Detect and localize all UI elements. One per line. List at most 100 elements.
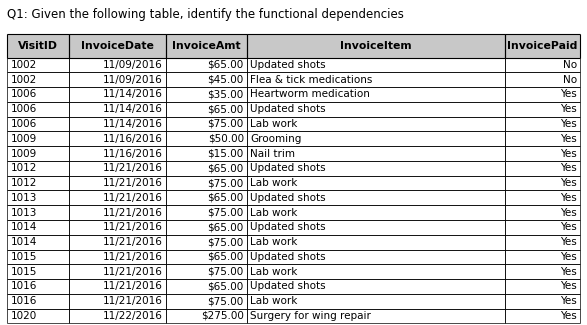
Text: 1009: 1009 <box>11 134 37 144</box>
Text: Yes: Yes <box>560 252 577 262</box>
Bar <box>166 58 247 72</box>
Bar <box>505 102 580 117</box>
Text: 11/14/2016: 11/14/2016 <box>103 119 163 129</box>
Bar <box>505 131 580 146</box>
Bar <box>505 34 580 58</box>
Text: Updated shots: Updated shots <box>250 60 326 70</box>
Text: Updated shots: Updated shots <box>250 252 326 262</box>
Text: Lab work: Lab work <box>250 267 298 277</box>
Text: Yes: Yes <box>560 119 577 129</box>
Text: InvoiceDate: InvoiceDate <box>81 41 154 51</box>
Bar <box>7 146 69 161</box>
Text: $45.00: $45.00 <box>208 75 244 85</box>
Bar <box>69 205 166 220</box>
Bar <box>7 117 69 131</box>
Bar <box>69 34 166 58</box>
Bar <box>166 294 247 309</box>
Text: 11/21/2016: 11/21/2016 <box>103 222 163 232</box>
Text: Yes: Yes <box>560 193 577 203</box>
Bar <box>7 131 69 146</box>
Bar <box>7 309 69 323</box>
Bar <box>166 264 247 279</box>
Bar <box>166 220 247 235</box>
Text: 11/22/2016: 11/22/2016 <box>103 311 163 321</box>
Bar <box>7 161 69 176</box>
Text: Yes: Yes <box>560 311 577 321</box>
Text: Lab work: Lab work <box>250 178 298 188</box>
Text: 11/21/2016: 11/21/2016 <box>103 252 163 262</box>
Text: 1015: 1015 <box>11 267 37 277</box>
Bar <box>247 264 505 279</box>
Bar <box>7 250 69 264</box>
Bar <box>166 205 247 220</box>
Text: $75.00: $75.00 <box>208 208 244 218</box>
Text: 1020: 1020 <box>11 311 37 321</box>
Bar <box>69 131 166 146</box>
Bar <box>7 72 69 87</box>
Text: Yes: Yes <box>560 222 577 232</box>
Bar <box>505 235 580 250</box>
Bar <box>69 309 166 323</box>
Text: $65.00: $65.00 <box>208 60 244 70</box>
Bar <box>247 72 505 87</box>
Bar <box>247 146 505 161</box>
Text: 11/21/2016: 11/21/2016 <box>103 267 163 277</box>
Bar <box>247 131 505 146</box>
Bar <box>166 117 247 131</box>
Bar <box>7 87 69 102</box>
Text: Yes: Yes <box>560 149 577 159</box>
Bar <box>505 161 580 176</box>
Text: 1013: 1013 <box>11 208 37 218</box>
Bar <box>247 117 505 131</box>
Text: Yes: Yes <box>560 163 577 173</box>
Text: $35.00: $35.00 <box>208 89 244 99</box>
Bar <box>505 205 580 220</box>
Bar <box>7 58 69 72</box>
Bar <box>7 190 69 205</box>
Bar <box>247 294 505 309</box>
Text: Yes: Yes <box>560 267 577 277</box>
Text: 11/21/2016: 11/21/2016 <box>103 281 163 292</box>
Bar <box>69 235 166 250</box>
Text: Flea & tick medications: Flea & tick medications <box>250 75 373 85</box>
Text: 1002: 1002 <box>11 60 37 70</box>
Bar <box>166 34 247 58</box>
Text: Updated shots: Updated shots <box>250 281 326 292</box>
Text: 11/21/2016: 11/21/2016 <box>103 296 163 306</box>
Bar <box>166 250 247 264</box>
Text: Lab work: Lab work <box>250 119 298 129</box>
Text: $75.00: $75.00 <box>208 267 244 277</box>
Text: 1015: 1015 <box>11 252 37 262</box>
Text: Lab work: Lab work <box>250 296 298 306</box>
Bar <box>247 176 505 190</box>
Text: Yes: Yes <box>560 104 577 114</box>
Text: Updated shots: Updated shots <box>250 193 326 203</box>
Bar <box>7 102 69 117</box>
Bar <box>505 279 580 294</box>
Bar <box>505 72 580 87</box>
Text: 1014: 1014 <box>11 222 37 232</box>
Bar <box>166 72 247 87</box>
Bar <box>166 87 247 102</box>
Text: 1006: 1006 <box>11 104 37 114</box>
Bar <box>505 309 580 323</box>
Text: $15.00: $15.00 <box>208 149 244 159</box>
Text: 11/21/2016: 11/21/2016 <box>103 237 163 247</box>
Bar <box>166 102 247 117</box>
Text: Yes: Yes <box>560 178 577 188</box>
Bar <box>69 190 166 205</box>
Bar <box>166 279 247 294</box>
Text: 1006: 1006 <box>11 89 37 99</box>
Bar <box>69 250 166 264</box>
Text: Yes: Yes <box>560 134 577 144</box>
Text: No: No <box>563 75 577 85</box>
Bar <box>166 146 247 161</box>
Text: 11/14/2016: 11/14/2016 <box>103 104 163 114</box>
Bar <box>166 190 247 205</box>
Bar <box>247 161 505 176</box>
Bar <box>247 309 505 323</box>
Text: 11/21/2016: 11/21/2016 <box>103 178 163 188</box>
Bar <box>7 279 69 294</box>
Text: $50.00: $50.00 <box>208 134 244 144</box>
Bar <box>7 220 69 235</box>
